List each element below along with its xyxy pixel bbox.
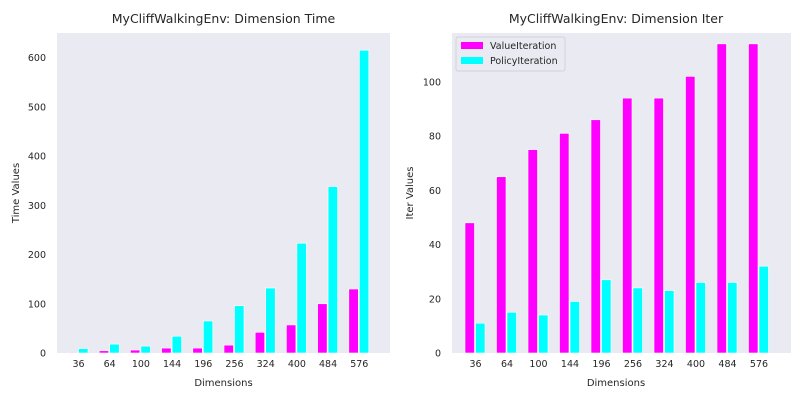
bar-time-series0-324 — [254, 332, 265, 354]
bar-iter-series1-324 — [664, 290, 675, 354]
bar-time-series1-64 — [109, 343, 120, 354]
x-ticks-iter: 36 64 100 144 196 256 324 400 484 576 — [469, 359, 768, 370]
bar-iter-series1-36 — [475, 322, 486, 354]
x-tick-label-iter: 144 — [561, 359, 579, 370]
y-tick-label-time: 100 — [28, 299, 46, 310]
y-axis-label-time: Time Values — [11, 163, 22, 224]
bar-iter-series1-100 — [538, 314, 549, 354]
y-tick-label-time: 0 — [40, 349, 46, 360]
y-tick-label-time: 500 — [28, 102, 46, 113]
bar-iter-series1-196 — [601, 279, 612, 354]
x-ticks-time: 36 64 100 144 196 256 324 400 484 576 — [72, 359, 368, 370]
chart-iter: MyCliffWalkingEnv: Dimension Iter Dimens… — [405, 11, 791, 389]
bar-time-series0-36 — [67, 351, 78, 354]
x-tick-label-iter: 36 — [469, 359, 481, 370]
y-tick-label-time: 600 — [28, 53, 46, 64]
y-tick-label-time: 300 — [28, 201, 46, 212]
x-tick-label-time: 576 — [350, 359, 368, 370]
bar-iter-series0-64 — [496, 176, 507, 354]
plot-area-time — [57, 33, 390, 353]
bar-time-series1-324 — [265, 287, 276, 354]
bar-time-series1-36 — [78, 348, 89, 354]
bar-time-series0-400 — [286, 324, 297, 354]
bar-iter-series1-484 — [727, 282, 738, 354]
x-tick-label-time: 64 — [104, 359, 116, 370]
bar-time-series0-484 — [317, 303, 328, 354]
bars-iter — [464, 43, 769, 354]
legend-frame — [455, 36, 566, 72]
bar-iter-series1-144 — [569, 301, 580, 354]
bar-time-series1-484 — [327, 186, 338, 354]
bar-time-series0-576 — [348, 288, 359, 354]
bar-time-series1-100 — [140, 345, 151, 354]
bar-time-series1-256 — [234, 305, 245, 354]
bar-iter-series0-576 — [748, 43, 759, 354]
bar-iter-series1-400 — [695, 282, 706, 354]
y-tick-label-iter: 40 — [429, 240, 441, 251]
x-tick-label-iter: 576 — [750, 359, 768, 370]
y-tick-label-iter: 80 — [429, 132, 441, 143]
y-tick-label-iter: 20 — [429, 294, 441, 305]
y-tick-label-iter: 60 — [429, 186, 441, 197]
x-tick-label-time: 484 — [319, 359, 337, 370]
chart-time: MyCliffWalkingEnv: Dimension Time Dimens… — [11, 11, 390, 389]
bar-iter-series0-400 — [685, 76, 696, 354]
bar-time-series0-100 — [130, 349, 141, 354]
x-tick-label-iter: 100 — [529, 359, 547, 370]
x-tick-label-iter: 484 — [718, 359, 736, 370]
x-tick-label-iter: 256 — [624, 359, 642, 370]
bar-iter-series0-484 — [716, 43, 727, 354]
bar-time-series1-144 — [171, 335, 182, 354]
y-ticks-iter: 0 20 40 60 80 100 — [423, 77, 441, 359]
bar-iter-series0-36 — [464, 222, 475, 354]
bar-time-series1-196 — [203, 320, 214, 354]
bar-iter-series0-196 — [590, 119, 601, 354]
legend-label-value-iteration: ValueIteration — [490, 41, 556, 52]
x-tick-label-time: 196 — [194, 359, 212, 370]
legend-label-policy-iteration: PolicyIteration — [490, 56, 558, 67]
bar-iter-series1-576 — [758, 265, 769, 354]
bar-time-series0-196 — [192, 347, 203, 354]
chart-title-iter: MyCliffWalkingEnv: Dimension Iter — [509, 11, 724, 26]
x-tick-label-iter: 400 — [687, 359, 705, 370]
legend-swatch-value-iteration — [461, 42, 483, 49]
bar-iter-series0-100 — [527, 149, 538, 354]
x-tick-label-iter: 196 — [592, 359, 610, 370]
bar-time-series0-256 — [223, 344, 234, 354]
legend: ValueIteration PolicyIteration — [455, 36, 566, 72]
bar-time-series1-576 — [358, 49, 370, 354]
y-tick-label-time: 200 — [28, 250, 46, 261]
x-tick-label-iter: 324 — [655, 359, 673, 370]
x-axis-label-time: Dimensions — [194, 378, 252, 389]
chart-title-time: MyCliffWalkingEnv: Dimension Time — [112, 11, 336, 26]
x-tick-label-iter: 64 — [501, 359, 513, 370]
x-axis-label-iter: Dimensions — [587, 378, 645, 389]
bar-time-series1-400 — [296, 242, 307, 354]
x-tick-label-time: 36 — [72, 359, 84, 370]
bar-iter-series1-256 — [632, 287, 643, 354]
x-tick-label-time: 324 — [257, 359, 275, 370]
y-tick-label-iter: 0 — [435, 349, 441, 360]
x-tick-label-time: 100 — [132, 359, 150, 370]
y-tick-label-iter: 100 — [423, 77, 441, 88]
y-axis-label-iter: Iter Values — [405, 167, 416, 220]
bar-time-series0-64 — [98, 350, 109, 354]
legend-swatch-policy-iteration — [461, 57, 483, 64]
x-tick-label-time: 256 — [225, 359, 243, 370]
y-tick-label-time: 400 — [28, 152, 46, 163]
bar-iter-series1-64 — [506, 312, 517, 354]
x-tick-label-time: 144 — [163, 359, 181, 370]
bar-iter-series0-324 — [653, 97, 664, 354]
bar-iter-series0-144 — [559, 133, 570, 354]
bar-iter-series0-256 — [622, 97, 633, 354]
y-ticks-time: 0 100 200 300 400 500 600 — [28, 53, 46, 359]
bars-time — [67, 49, 370, 354]
bar-time-series0-144 — [161, 347, 172, 354]
x-tick-label-time: 400 — [288, 359, 306, 370]
